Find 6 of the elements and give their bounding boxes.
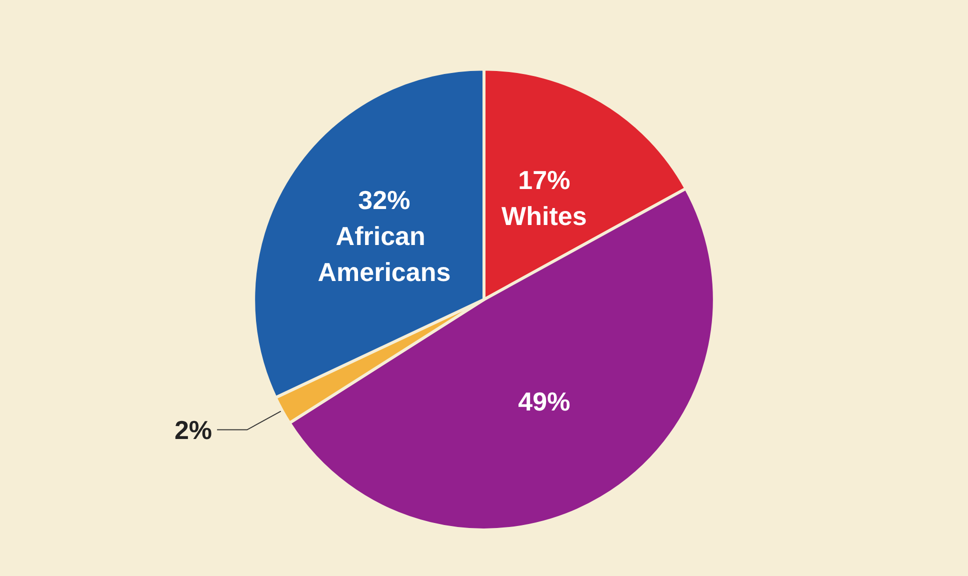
data-label: 49% bbox=[518, 386, 570, 416]
slice-label: African Americans bbox=[318, 221, 451, 288]
data-label: 32% bbox=[358, 185, 410, 216]
slice-label: Whites bbox=[502, 200, 587, 231]
data-label: 2% bbox=[174, 414, 212, 445]
data-label: 17% bbox=[518, 164, 570, 195]
